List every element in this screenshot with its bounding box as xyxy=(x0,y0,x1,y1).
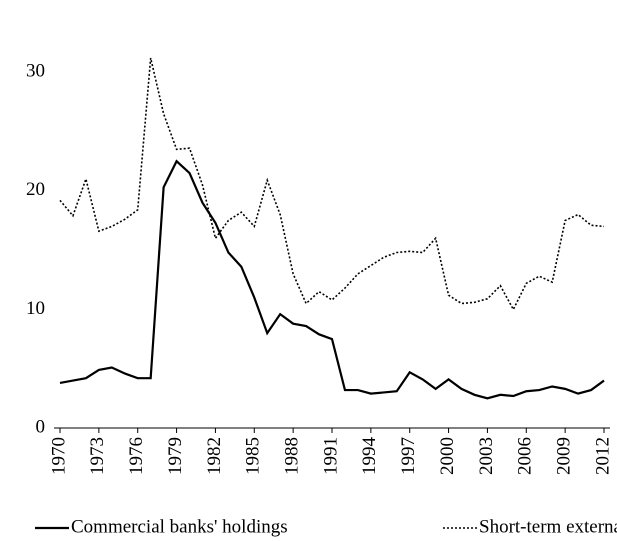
x-tick-label: 1985 xyxy=(243,437,264,475)
x-tick-label: 1988 xyxy=(282,437,303,475)
legend-label: Short-term external debt xyxy=(479,516,617,537)
series-line xyxy=(59,57,605,312)
x-tick-label: 1979 xyxy=(165,437,186,475)
y-tick-label: 0 xyxy=(36,416,46,437)
x-tick-label: 2009 xyxy=(554,437,575,475)
x-tick-label: 1997 xyxy=(398,437,419,475)
x-tick-label: 2006 xyxy=(515,437,536,475)
x-tick-label: 1991 xyxy=(320,437,341,475)
x-tick-label: 2003 xyxy=(476,437,497,475)
x-tick-label: 2012 xyxy=(592,437,613,475)
x-tick-label: 1976 xyxy=(126,437,147,475)
x-tick-label: 1973 xyxy=(87,437,108,475)
x-tick-label: 2000 xyxy=(437,437,458,475)
x-tick-label: 1970 xyxy=(48,437,69,475)
y-tick-label: 20 xyxy=(26,179,45,200)
series-line xyxy=(59,159,605,400)
legend-label: Commercial banks' holdings xyxy=(71,516,288,537)
y-tick-label: 30 xyxy=(26,61,45,82)
x-tick-label: 1982 xyxy=(204,437,225,475)
x-tick-label: 1994 xyxy=(359,437,380,476)
y-tick-label: 10 xyxy=(26,298,45,319)
